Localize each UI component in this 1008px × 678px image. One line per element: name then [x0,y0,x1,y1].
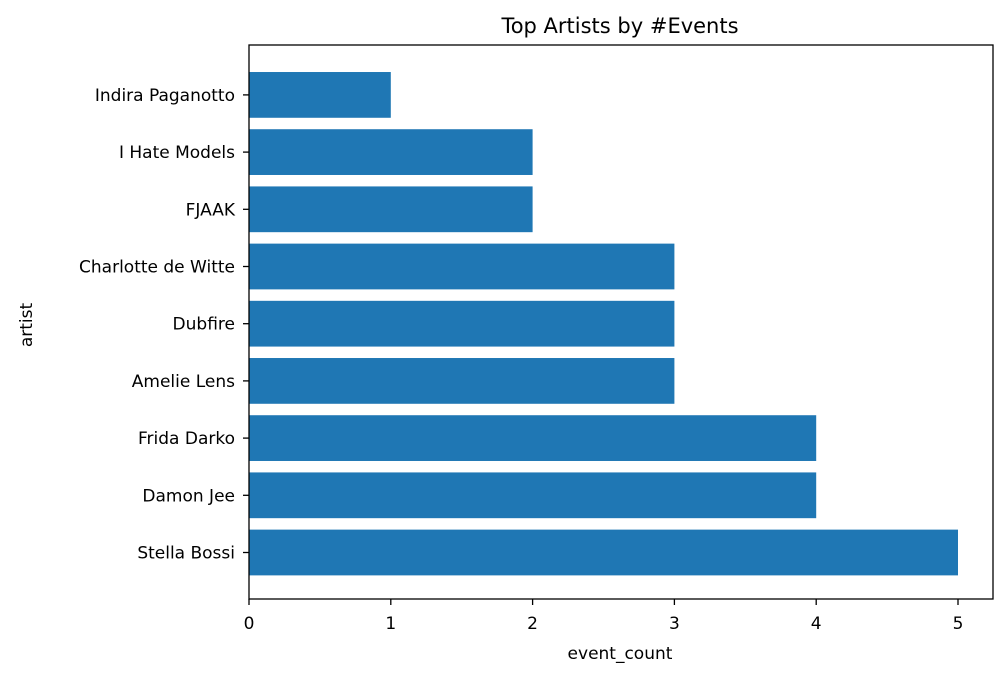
y-tick-label-2: Frida Darko [138,429,235,449]
y-axis-label: artist [17,303,37,348]
bar-6 [249,186,533,233]
chart-title: Top Artists by #Events [500,14,738,38]
x-tick-label-0: 0 [244,614,255,634]
bar-1 [249,472,817,519]
bar-8 [249,72,391,118]
x-axis-label: event_count [568,644,673,664]
plot-frame [248,44,994,600]
y-tick-label-5: Charlotte de Witte [79,258,235,278]
y-tick-label-3: Amelie Lens [132,372,235,392]
x-tick-label-3: 3 [669,614,680,634]
x-tick-label-4: 4 [811,614,822,634]
x-tick-label-1: 1 [385,614,396,634]
bar-0 [249,529,958,576]
bar-3 [249,358,675,404]
x-tick-label-2: 2 [527,614,538,634]
y-tick-label-1: Damon Jee [142,486,235,506]
y-tick-label-6: FJAAK [186,200,236,220]
bar-4 [249,300,675,347]
y-tick-label-8: Indira Paganotto [95,86,235,106]
x-tick-label-5: 5 [953,614,964,634]
y-axis: Stella Bossi Damon Jee Frida Darko Amelie L… [79,86,249,564]
bars-group [249,72,958,576]
y-tick-label-4: Dubfire [173,315,235,335]
bar-2 [249,415,817,461]
x-axis: 0 1 2 3 4 5 [244,599,964,634]
y-tick-label-7: I Hate Models [119,143,235,163]
bar-7 [249,129,533,175]
y-tick-label-0: Stella Bossi [137,544,235,564]
bar-5 [249,243,675,290]
